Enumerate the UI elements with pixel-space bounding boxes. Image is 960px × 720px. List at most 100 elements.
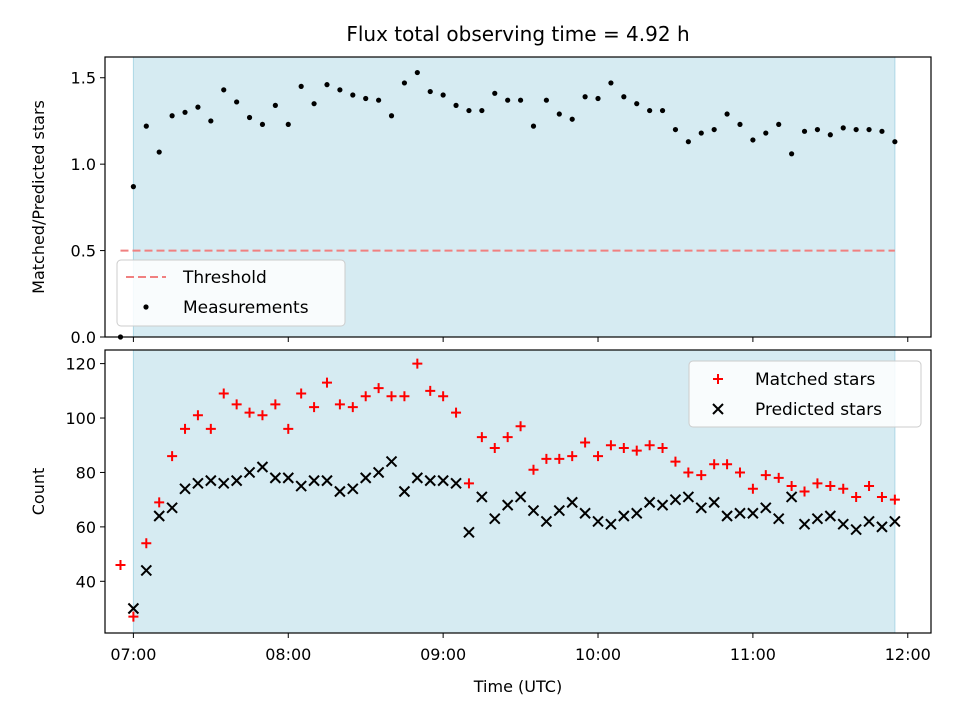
- predicted-stars-point: [514, 491, 527, 503]
- matched-stars-point: [451, 407, 462, 418]
- matched-stars-point: [283, 423, 294, 434]
- y-tick-label: 60: [76, 518, 96, 537]
- predicted-stars-point: [695, 502, 707, 514]
- predicted-stars-point: [527, 504, 540, 517]
- predicted-stars-point: [385, 455, 398, 468]
- predicted-stars-point: [450, 477, 462, 490]
- matched-stars-point: [180, 423, 191, 434]
- matched-stars-point: [786, 481, 797, 492]
- matched-stars-point: [218, 388, 229, 399]
- matched-stars-point: [244, 407, 255, 418]
- matched-stars-point: [773, 472, 784, 483]
- measurement-point: [711, 126, 717, 133]
- predicted-stars-point: [618, 510, 630, 522]
- predicted-stars-point: [579, 507, 591, 519]
- measurement-point: [350, 92, 356, 98]
- measurement-point: [195, 104, 201, 110]
- measurement-point: [221, 87, 227, 93]
- measurement-point: [556, 111, 562, 117]
- legend-predicted-label: Predicted stars: [755, 400, 882, 420]
- measurement-point: [337, 87, 343, 93]
- measurement-point: [401, 80, 408, 86]
- measurement-point: [827, 132, 833, 138]
- measurement-point: [814, 126, 821, 133]
- x-tick-label: 08:00: [265, 645, 311, 664]
- measurement-point: [776, 121, 782, 128]
- measurement-point: [595, 95, 601, 102]
- measurement-point: [853, 126, 859, 133]
- measurement-point: [440, 92, 446, 98]
- matched-stars-point: [580, 437, 591, 448]
- y-tick-label: 80: [76, 463, 96, 482]
- matched-stars-point: [231, 399, 242, 410]
- matched-stars-point: [657, 442, 668, 453]
- predicted-stars-point: [230, 474, 243, 487]
- y-tick-label: 0.5: [71, 242, 96, 261]
- matched-stars-point: [618, 442, 629, 453]
- predicted-stars-point: [540, 515, 553, 528]
- predicted-stars-point: [295, 480, 307, 492]
- matched-stars-point: [515, 421, 526, 432]
- matched-stars-point: [347, 402, 358, 413]
- predicted-stars-point: [566, 496, 578, 509]
- measurement-point: [246, 114, 253, 121]
- predicted-stars-point: [269, 472, 282, 484]
- measurement-point: [453, 102, 459, 108]
- measurement-point: [789, 151, 795, 157]
- matched-stars-point: [812, 478, 823, 489]
- legend-matched-label: Matched stars: [755, 370, 875, 390]
- predicted-stars-point: [140, 564, 153, 577]
- matched-stars-point: [115, 559, 126, 570]
- legend-box: [116, 259, 346, 327]
- legend: Threshold Measurements: [116, 259, 346, 327]
- matched-stars-point: [412, 358, 423, 369]
- legend-predicted-swatch: [712, 403, 724, 415]
- measurement-point: [608, 80, 614, 86]
- matched-stars-point: [425, 385, 436, 396]
- measurement-point: [724, 111, 730, 117]
- predicted-stars-point: [747, 507, 759, 519]
- matched-stars-point: [334, 399, 345, 410]
- legend-box: [688, 360, 922, 428]
- y-tick-label: 100: [65, 409, 96, 428]
- measurement-point: [414, 69, 420, 76]
- measurement-point: [517, 97, 524, 103]
- matched-stars-point: [205, 423, 216, 434]
- measurement-point: [892, 139, 898, 145]
- matched-stars-point: [799, 486, 810, 497]
- predicted-stars-point: [398, 485, 411, 498]
- predicted-stars-point: [837, 518, 849, 530]
- measurement-point: [634, 101, 640, 107]
- matched-stars-point: [476, 432, 487, 443]
- measurement-point: [259, 121, 266, 128]
- x-tick-label: 12:00: [885, 645, 931, 664]
- measurement-point: [647, 107, 653, 114]
- matched-stars-point: [889, 494, 900, 505]
- matched-stars-point: [399, 391, 410, 402]
- measurement-point: [376, 97, 382, 103]
- matched-stars-point: [463, 478, 474, 489]
- predicted-stars-point: [798, 518, 811, 530]
- matched-stars-point: [489, 442, 500, 453]
- matched-stars-point: [373, 383, 384, 394]
- matched-stars-point: [502, 432, 513, 443]
- measurement-point: [582, 94, 588, 100]
- matched-stars-point: [851, 491, 862, 502]
- legend-measurements-swatch: [143, 304, 149, 310]
- y-tick-label: 120: [65, 355, 96, 374]
- legend-threshold-label: Threshold: [182, 268, 267, 288]
- predicted-stars-point: [850, 523, 862, 536]
- measurement-point: [530, 123, 537, 129]
- predicted-stars-point: [166, 502, 178, 514]
- predicted-stars-point: [721, 510, 733, 522]
- matched-stars-point: [670, 456, 681, 467]
- matched-stars-point: [696, 470, 707, 481]
- y-tick-label: 40: [76, 572, 96, 591]
- matched-stars-point: [722, 459, 733, 470]
- matched-stars-point: [605, 440, 616, 451]
- predicted-stars-point: [334, 485, 346, 498]
- measurement-point: [750, 137, 756, 143]
- measurement-point: [505, 97, 511, 103]
- predicted-stars-point: [218, 477, 230, 490]
- predicted-stars-point: [153, 510, 165, 522]
